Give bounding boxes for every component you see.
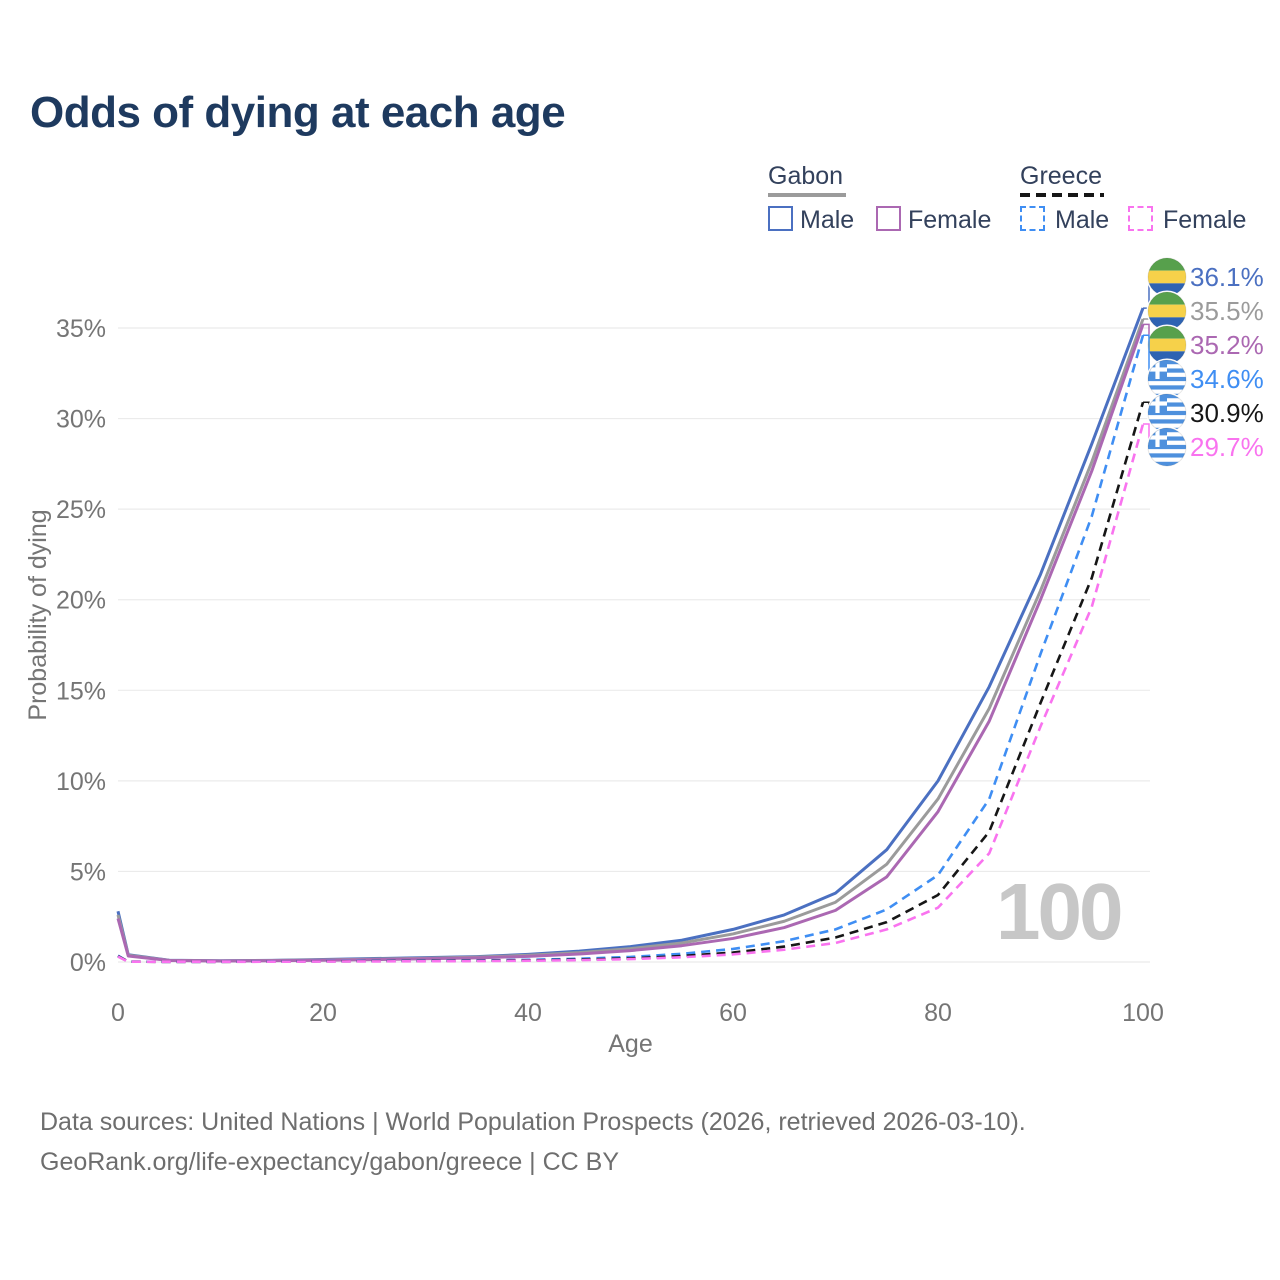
y-tick-label: 0% xyxy=(70,949,106,977)
y-tick-label: 25% xyxy=(56,496,106,524)
x-tick-label: 80 xyxy=(924,999,952,1027)
y-tick-label: 10% xyxy=(56,768,106,796)
end-value-label-greece-both: 30.9% xyxy=(1190,398,1264,428)
gabon-female-swatch-icon[interactable] xyxy=(876,206,901,231)
greece-flag-icon xyxy=(1146,358,1188,400)
gabon-male-swatch-icon[interactable] xyxy=(768,206,793,231)
legend-item-gabon-male[interactable]: Male xyxy=(800,206,855,234)
source-url-line[interactable]: GeoRank.org/life-expectancy/gabon/greece… xyxy=(40,1148,620,1176)
y-tick-label: 20% xyxy=(56,587,106,615)
legend-group-gabon[interactable]: Gabon xyxy=(768,162,844,190)
x-tick-label: 100 xyxy=(1122,999,1164,1027)
greece-male-swatch-icon[interactable] xyxy=(1020,206,1045,231)
x-axis-title: Age xyxy=(608,1030,652,1058)
greece-line-style-swatch xyxy=(1020,193,1104,197)
data-sources-line: Data sources: United Nations | World Pop… xyxy=(40,1108,1026,1136)
x-tick-label: 40 xyxy=(514,999,542,1027)
x-tick-label: 60 xyxy=(719,999,747,1027)
greece-flag-icon xyxy=(1146,392,1188,434)
watermark-age-100: 100 xyxy=(996,867,1123,956)
y-tick-label: 35% xyxy=(56,315,106,343)
end-value-label-gabon-male: 36.1% xyxy=(1190,262,1264,292)
gabon-flag-icon xyxy=(1146,324,1188,366)
x-tick-label: 0 xyxy=(111,999,125,1027)
end-value-label-gabon-both: 35.5% xyxy=(1190,296,1264,326)
legend-item-greece-male[interactable]: Male xyxy=(1055,206,1110,234)
page-title: Odds of dying at each age xyxy=(30,88,566,137)
series-line-gabon-female[interactable] xyxy=(116,323,1145,963)
gabon-line-style-swatch xyxy=(768,193,846,197)
y-tick-label: 30% xyxy=(56,406,106,434)
legend-item-gabon-female[interactable]: Female xyxy=(908,206,992,234)
end-value-label-greece-female: 29.7% xyxy=(1190,432,1264,462)
greece-female-swatch-icon[interactable] xyxy=(1128,206,1153,231)
greece-flag-icon xyxy=(1146,426,1188,468)
y-axis-title: Probability of dying xyxy=(24,509,52,720)
x-tick-label: 20 xyxy=(309,999,337,1027)
end-value-label-gabon-female: 35.2% xyxy=(1190,330,1264,360)
end-value-label-greece-male: 34.6% xyxy=(1190,364,1264,394)
gabon-flag-icon xyxy=(1146,256,1188,298)
legend-item-greece-female[interactable]: Female xyxy=(1163,206,1247,234)
legend-group-greece[interactable]: Greece xyxy=(1020,162,1102,190)
y-tick-label: 15% xyxy=(56,677,106,705)
series-line-greece-female[interactable] xyxy=(117,423,1145,964)
y-tick-label: 5% xyxy=(70,858,106,886)
